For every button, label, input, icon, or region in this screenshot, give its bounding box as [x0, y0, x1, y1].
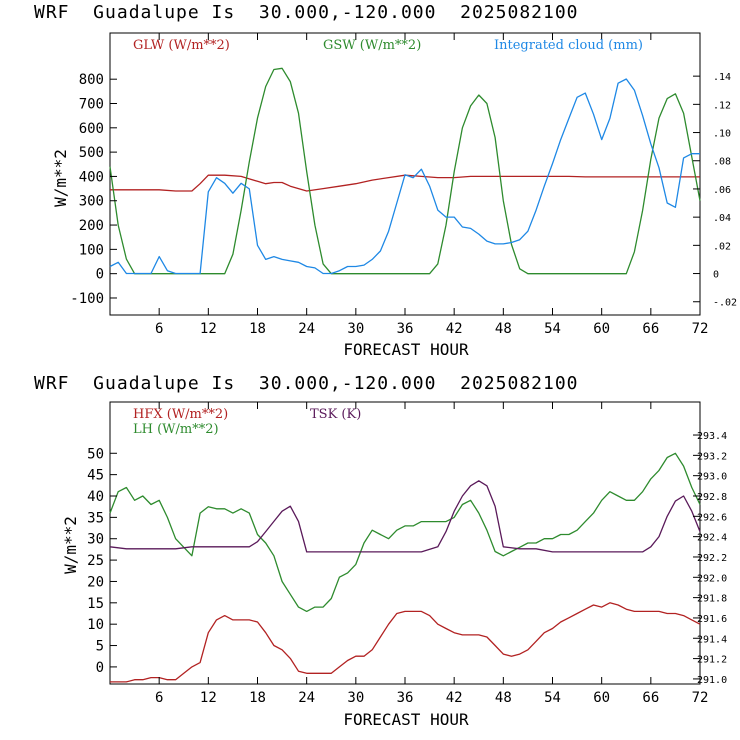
- x-tick-label: 12: [200, 690, 217, 706]
- x-tick-label: 60: [593, 321, 610, 337]
- x-tick-label: 36: [397, 690, 414, 706]
- y2-tick-label: 291.0: [697, 675, 727, 686]
- chart-1-legend-gsw: GSW (W/m**2): [323, 38, 421, 53]
- y2-tick-label: 0: [713, 270, 719, 281]
- chart-2-legend-hfx: HFX (W/m**2): [133, 407, 228, 422]
- y2-tick-label: 291.8: [697, 594, 727, 605]
- y-tick-label: 45: [87, 468, 104, 484]
- y-tick-label: 5: [96, 639, 104, 655]
- series-line: [110, 602, 701, 683]
- chart-2-legend-tsk: TSK (K): [310, 407, 361, 422]
- chart-2-ticks-layer: 6 12 18 24 30 36 42 48 54 60 66 72 0 5 10 15 20 25 30 35 40 4…: [87, 402, 727, 706]
- y2-tick-label: 292.4: [697, 533, 727, 544]
- chart-1-legend-glw: GLW (W/m**2): [133, 38, 230, 53]
- x-tick-label: 18: [249, 321, 266, 337]
- chart-2-legend-lh: LH (W/m**2): [133, 422, 219, 437]
- y2-tick-label: 291.2: [697, 655, 727, 666]
- chart-1-ylabel: W/m**2: [51, 149, 70, 207]
- x-tick-label: 48: [495, 321, 512, 337]
- x-tick-label: 54: [544, 321, 561, 337]
- y2-tick-label: .04: [713, 213, 731, 224]
- x-tick-label: 72: [692, 321, 709, 337]
- y2-tick-label: 292.0: [697, 573, 727, 584]
- y2-tick-label: -.02: [713, 298, 737, 309]
- chart-1-ticks-layer: 6 12 18 24 30 36 42 48 54 60 66 72 -100 0 100 200 300 400…: [70, 33, 737, 337]
- x-tick-label: 42: [446, 690, 463, 706]
- series-line: [110, 174, 700, 192]
- chart-2-ylabel: W/m**2: [61, 516, 80, 574]
- x-tick-label: 24: [298, 321, 315, 337]
- chart-1-legend-cloud: Integrated cloud (mm): [494, 38, 643, 53]
- y2-tick-label: 292.6: [697, 512, 727, 523]
- y2-tick-label: 292.8: [697, 492, 727, 503]
- chart-2-xlabel: FORECAST HOUR: [343, 710, 469, 729]
- series-line: [109, 452, 701, 613]
- series-line: [109, 67, 701, 275]
- x-tick-label: 30: [347, 321, 364, 337]
- x-tick-label: 66: [642, 690, 659, 706]
- y-tick-label: 35: [87, 510, 104, 526]
- y-tick-label: 500: [79, 145, 104, 161]
- y2-tick-label: .06: [713, 185, 731, 196]
- y-tick-label: 100: [79, 242, 104, 258]
- y-tick-label: 0: [96, 267, 104, 283]
- x-tick-label: 6: [155, 321, 163, 337]
- chart-1-plot-frame: [109, 32, 701, 316]
- x-tick-label: 66: [642, 321, 659, 337]
- x-tick-label: 18: [249, 690, 266, 706]
- x-tick-label: 48: [495, 690, 512, 706]
- x-tick-label: 12: [200, 321, 217, 337]
- x-tick-label: 36: [397, 321, 414, 337]
- y-tick-label: 15: [87, 596, 104, 612]
- y2-tick-label: 293.4: [697, 431, 727, 442]
- chart-1-series-layer: [109, 67, 701, 275]
- y-tick-label: 300: [79, 194, 104, 210]
- y-tick-label: -100: [70, 291, 104, 307]
- y-tick-label: 200: [79, 218, 104, 234]
- y2-tick-label: .12: [713, 100, 731, 111]
- y-tick-label: 30: [87, 532, 104, 548]
- chart-1-title: WRF Guadalupe Is 30.000,-120.000 2025082…: [34, 2, 579, 23]
- x-tick-label: 42: [446, 321, 463, 337]
- y2-tick-label: .02: [713, 241, 731, 252]
- chart-1-xlabel: FORECAST HOUR: [343, 340, 469, 359]
- y-tick-label: 0: [96, 660, 104, 676]
- y-tick-label: 20: [87, 574, 104, 590]
- chart-2-title: WRF Guadalupe Is 30.000,-120.000 2025082…: [34, 373, 579, 394]
- y2-tick-label: 293.2: [697, 451, 727, 462]
- y2-tick-label: .10: [713, 129, 731, 140]
- x-tick-label: 72: [692, 690, 709, 706]
- x-tick-label: 54: [544, 690, 561, 706]
- chart-2-series-layer: [109, 452, 701, 683]
- x-tick-label: 6: [155, 690, 163, 706]
- y2-tick-label: .08: [713, 157, 731, 168]
- y-tick-label: 700: [79, 97, 104, 113]
- y-tick-label: 800: [79, 72, 104, 88]
- y2-tick-label: 291.6: [697, 614, 727, 625]
- y-tick-label: 600: [79, 121, 104, 137]
- y2-tick-label: 292.2: [697, 553, 727, 564]
- y-tick-label: 10: [87, 617, 104, 633]
- x-tick-label: 24: [298, 690, 315, 706]
- y-tick-label: 25: [87, 553, 104, 569]
- y2-tick-label: 291.4: [697, 634, 727, 645]
- chart-2-plot-frame: [109, 401, 701, 685]
- y-tick-label: 400: [79, 169, 104, 185]
- y-tick-label: 50: [87, 446, 104, 462]
- series-line: [109, 78, 700, 275]
- y-tick-label: 40: [87, 489, 104, 505]
- x-tick-label: 30: [347, 690, 364, 706]
- y2-tick-label: 293.0: [697, 472, 727, 483]
- y2-tick-label: .14: [713, 72, 731, 83]
- series-line: [109, 480, 701, 553]
- x-tick-label: 60: [593, 690, 610, 706]
